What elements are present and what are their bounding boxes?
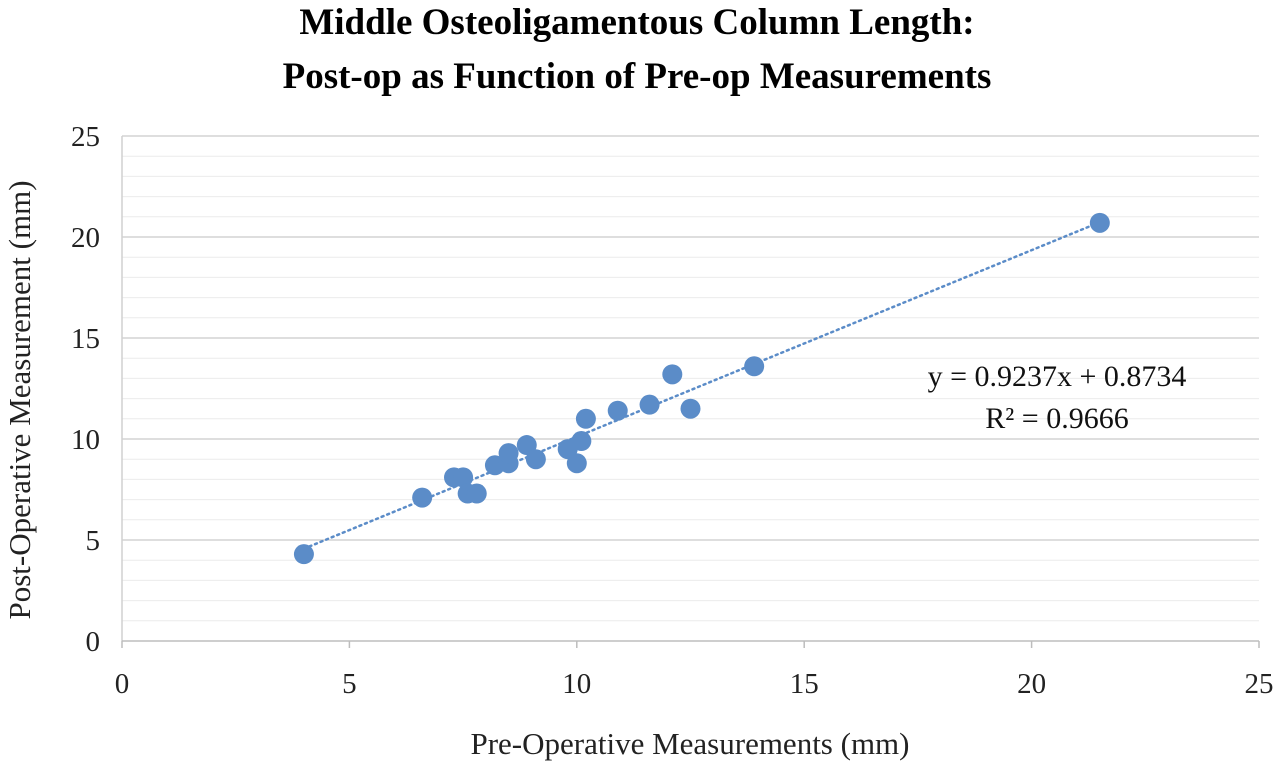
x-tick-label: 20 [1017, 668, 1046, 700]
data-point [575, 408, 596, 429]
data-point [498, 443, 519, 464]
data-point [566, 453, 587, 474]
trendline-group [302, 220, 1102, 550]
trendline-equation: y = 0.9237x + 0.8734 [928, 360, 1187, 393]
y-tick-label: 20 [71, 222, 100, 254]
chart-title: Middle Osteoligamentous Column Length: [299, 2, 974, 43]
y-tick-label: 0 [86, 626, 101, 658]
x-axis-title: Pre-Operative Measurements (mm) [470, 726, 909, 761]
x-tick-label: 5 [342, 668, 357, 700]
y-tick-label: 15 [71, 323, 100, 355]
x-tick-label: 15 [790, 668, 819, 700]
chart-subtitle: Post-op as Function of Pre-op Measuremen… [283, 56, 992, 97]
data-point [516, 435, 537, 456]
data-points [293, 212, 1110, 565]
x-tick-labels: 0 5 10 15 20 25 [115, 668, 1274, 700]
data-point [744, 356, 765, 377]
trendline [302, 220, 1102, 550]
data-point [680, 398, 701, 419]
data-point [571, 431, 592, 452]
data-point [466, 483, 487, 504]
axes [121, 136, 1260, 648]
y-tick-labels: 0 5 10 15 20 25 [71, 121, 100, 658]
y-tick-label: 10 [71, 424, 100, 456]
data-point [639, 394, 660, 415]
x-tick-label: 10 [562, 668, 591, 700]
major-gridlines [122, 135, 1259, 541]
data-point [525, 449, 546, 470]
minor-gridlines [122, 155, 1259, 622]
data-point [293, 544, 314, 565]
x-tick-label: 25 [1245, 668, 1274, 700]
y-axis-title: Post-Operative Measurement (mm) [2, 180, 37, 619]
data-point [412, 487, 433, 508]
data-point [1089, 212, 1110, 233]
data-point [453, 467, 474, 488]
x-tick-label: 0 [115, 668, 130, 700]
y-tick-label: 5 [86, 525, 101, 557]
data-point [607, 400, 628, 421]
data-point [662, 364, 683, 385]
trendline-r-squared: R² = 0.9666 [985, 402, 1128, 435]
y-tick-label: 25 [71, 121, 100, 153]
